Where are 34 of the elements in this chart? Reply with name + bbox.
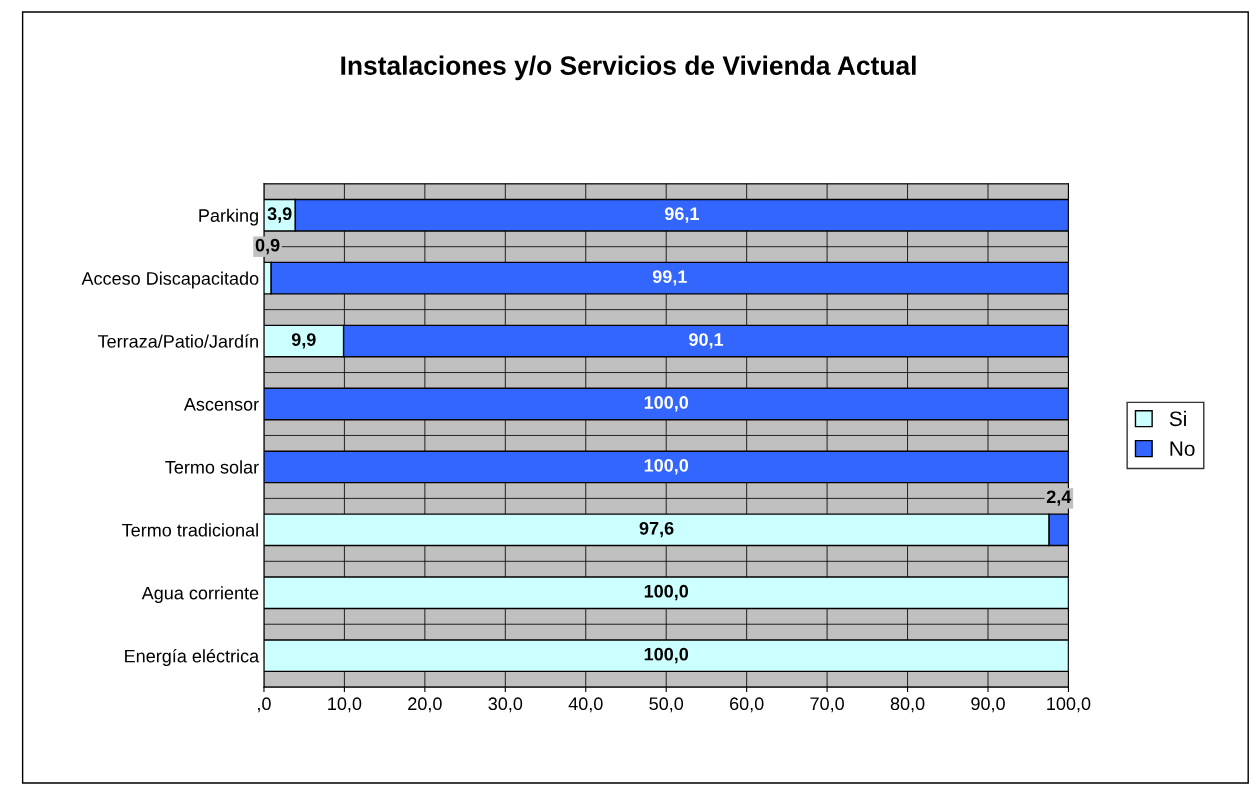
x-tick-label: 10,0 xyxy=(328,697,362,713)
data-label: 3,9 xyxy=(267,207,292,223)
y-tick-label: Energía eléctrica xyxy=(125,649,260,667)
x-tick-label: 60,0 xyxy=(730,697,764,713)
data-label: 96,1 xyxy=(664,207,699,223)
x-tick-label: 30,0 xyxy=(488,697,523,713)
y-tick-label: Termo solar xyxy=(165,460,259,474)
data-label: 100,0 xyxy=(644,396,689,412)
y-tick-label: Acceso Discapacitado xyxy=(81,271,259,289)
data-label: 2,4 xyxy=(1046,490,1072,506)
data-label: 0,9 xyxy=(255,238,280,255)
x-tick-label: 50,0 xyxy=(649,697,684,713)
y-tick-label: Parking xyxy=(199,208,258,226)
x-tick-label: 20,0 xyxy=(408,697,442,713)
chart-title: Instalaciones y/o Servicios de Vivienda Actual xyxy=(341,55,916,81)
data-label: 100,0 xyxy=(644,584,689,601)
x-tick-label: 70,0 xyxy=(810,697,844,713)
data-label: 97,6 xyxy=(639,521,674,538)
data-label: 100,0 xyxy=(644,458,689,475)
y-tick-label: Agua corriente xyxy=(141,586,259,604)
data-label: 99,1 xyxy=(652,270,687,286)
y-tick-label: Terraza/Patio/Jardín xyxy=(97,334,258,348)
x-tick-label: 90,0 xyxy=(971,697,1005,713)
data-label: 90,1 xyxy=(689,333,724,349)
x-tick-label: 100,0 xyxy=(1047,697,1091,713)
x-tick-label: 40,0 xyxy=(568,697,603,713)
x-tick-label: ,0 xyxy=(258,697,271,713)
data-label: 100,0 xyxy=(644,647,689,664)
legend-label: Si xyxy=(1169,410,1186,427)
legend-label: No xyxy=(1170,441,1195,457)
x-tick-label: 80,0 xyxy=(890,697,925,713)
y-tick-label: Ascensor xyxy=(183,398,259,411)
y-tick-label: Termo tradicional xyxy=(122,523,258,537)
data-label: 9,9 xyxy=(291,333,316,349)
